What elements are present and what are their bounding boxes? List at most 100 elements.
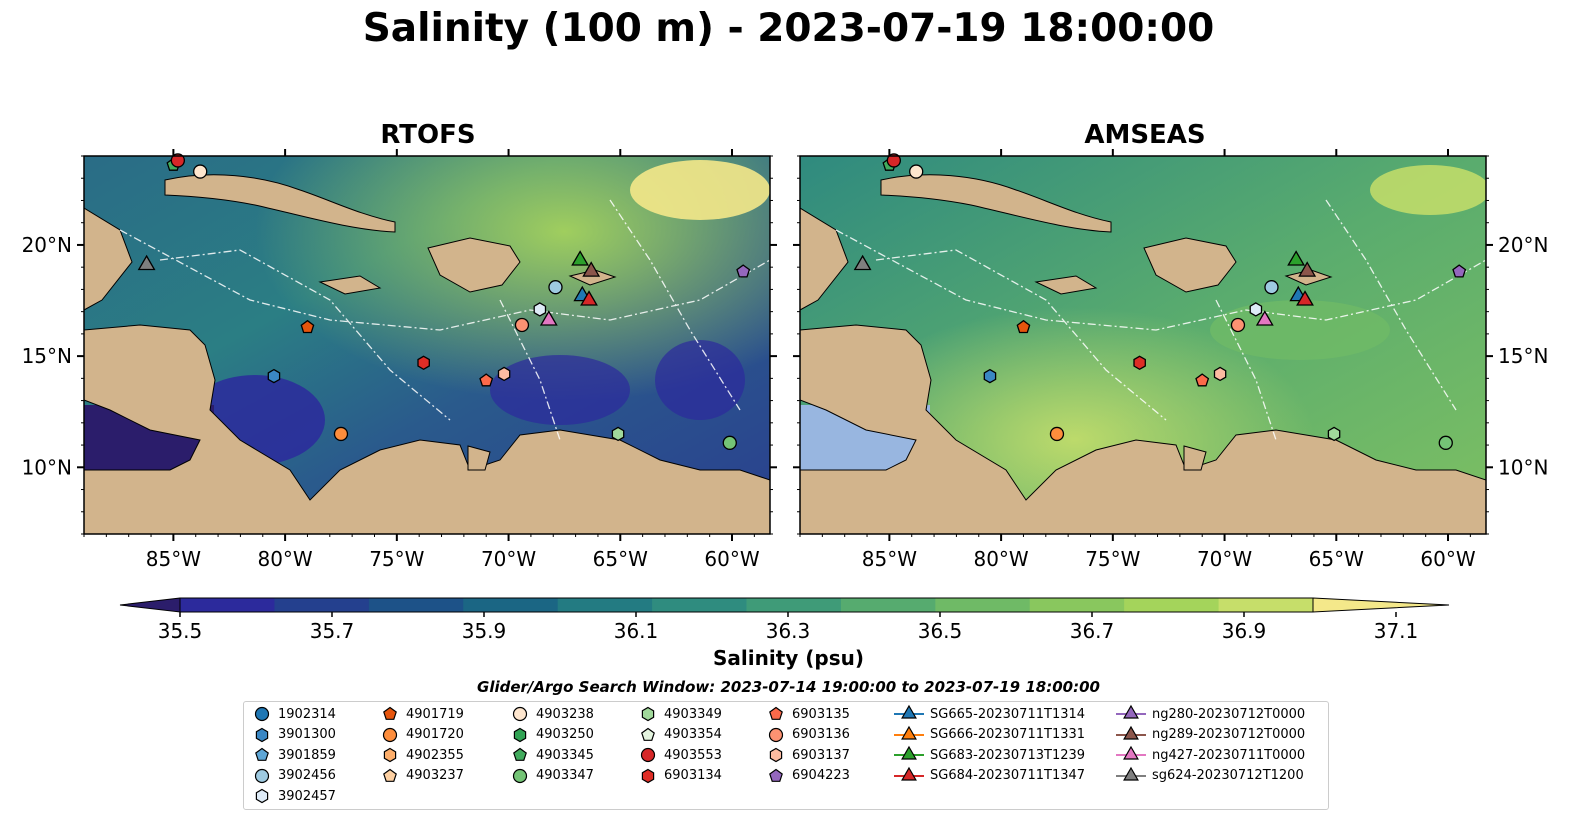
land-group	[84, 174, 770, 534]
obs-marker-SG684-20230711T1347-rtofs	[580, 290, 598, 306]
obs-marker-6903137-rtofs	[497, 366, 511, 382]
hexagon-marker-icon	[513, 727, 527, 742]
circle-marker-icon	[382, 727, 398, 742]
legend-label: 4903250	[536, 727, 594, 742]
pentagon-marker-icon	[383, 706, 397, 720]
colorbar-tick-label: 36.9	[1222, 619, 1267, 643]
legend-label: 6903135	[792, 706, 850, 722]
legend-item: ng427-20230711T0000	[1116, 745, 1305, 765]
circle-marker-icon	[254, 706, 270, 722]
colorbar-tick-label: 36.5	[918, 619, 963, 643]
lon-tick-label: 80°W	[973, 547, 1028, 571]
legend-label: 4903345	[536, 747, 594, 763]
triangle-marker-icon	[1116, 704, 1146, 719]
colorbar-tick-label: 37.1	[1374, 619, 1419, 643]
lon-tick-label: 70°W	[1197, 547, 1252, 571]
legend-label: ng427-20230711T0000	[1152, 747, 1306, 763]
obs-marker-6903134-rtofs	[417, 355, 430, 371]
legend-label: 6903137	[792, 747, 850, 763]
colorbar-tick-label: 36.1	[614, 619, 659, 643]
legend-item: sg624-20230712T1200	[1116, 766, 1304, 786]
lon-tick-label: 75°W	[369, 547, 424, 571]
legend-item: SG684-20230711T1347	[894, 766, 1085, 786]
legend-label: SG683-20230713T1239	[930, 747, 1086, 763]
legend-label: SG666-20230711T1331	[930, 727, 1086, 742]
legend-item: ng289-20230712T0000	[1116, 725, 1305, 745]
triangle-marker-icon	[894, 766, 924, 781]
obs-marker-3901300-amseas	[983, 368, 997, 384]
legend-item: SG683-20230713T1239	[894, 745, 1085, 765]
colorbar-tick-label: 35.5	[158, 619, 203, 643]
lon-tick-label: 65°W	[1309, 547, 1364, 571]
lat-tick-label-left: 20°N	[22, 233, 72, 257]
lat-tick-label-right: 20°N	[1498, 233, 1548, 257]
legend-item: 4903349	[638, 704, 722, 724]
pentagon-marker-icon	[513, 747, 527, 761]
obs-marker-6903135-rtofs	[479, 373, 494, 387]
obs-marker-4903553-amseas	[886, 153, 902, 168]
hexagon-marker-icon	[383, 747, 397, 763]
legend-item: 4903345	[510, 745, 594, 765]
legend-item: 1902314	[252, 704, 336, 724]
search-window-text: Glider/Argo Search Window: 2023-07-14 19…	[477, 678, 1100, 696]
lat-tick-label-left: 10°N	[22, 455, 72, 479]
obs-marker-3902456-rtofs	[548, 280, 563, 295]
circle-marker-icon	[640, 747, 656, 763]
obs-marker-6903136-amseas	[1230, 317, 1246, 333]
pentagon-marker-icon	[769, 768, 783, 782]
obs-marker-3902456-amseas	[1264, 280, 1279, 295]
legend-label: 4903354	[664, 727, 722, 742]
lon-tick-label: 85°W	[862, 547, 917, 571]
obs-marker-6903135-amseas	[1195, 373, 1210, 387]
legend-label: SG665-20230711T1314	[930, 706, 1086, 722]
obs-marker-6904223-rtofs	[736, 264, 751, 278]
legend-label: 4903347	[536, 768, 594, 783]
obs-marker-sg624-20230712T1200-amseas	[853, 254, 872, 271]
legend-item: 4903250	[510, 725, 594, 745]
obs-marker-4903349-amseas	[1327, 426, 1341, 442]
legend-label: ng289-20230712T0000	[1152, 727, 1306, 742]
pentagon-marker-icon	[255, 747, 269, 761]
lon-tick-label: 65°W	[593, 547, 648, 571]
obs-marker-sg624-20230712T1200-rtofs	[137, 254, 156, 271]
legend-item: 4901720	[380, 725, 464, 745]
pentagon-marker-icon	[641, 727, 655, 741]
legend-label: 6904223	[792, 768, 850, 783]
legend-label: 3902456	[278, 768, 336, 783]
colorbar-tick-label: 35.7	[310, 619, 355, 643]
obs-marker-6903137-amseas	[1213, 366, 1227, 382]
legend-label: 6903136	[792, 727, 850, 742]
obs-marker-4901719-rtofs	[300, 319, 315, 334]
legend-item: ng280-20230712T0000	[1116, 704, 1305, 724]
circle-marker-icon	[768, 727, 784, 742]
triangle-marker-icon	[1116, 766, 1146, 781]
hexagon-marker-icon	[641, 706, 655, 722]
legend-item: 6903136	[766, 725, 850, 745]
legend-item: 6903137	[766, 745, 850, 765]
amseas-map	[800, 156, 1486, 534]
colorbar-tick-label: 35.9	[462, 619, 507, 643]
legend-label: 4903349	[664, 706, 722, 722]
circle-marker-icon	[512, 706, 528, 722]
triangle-marker-icon	[894, 745, 924, 760]
legend-label: 4901719	[406, 706, 464, 722]
legend-label: sg624-20230712T1200	[1152, 768, 1304, 783]
lon-tick-label: 60°W	[1420, 547, 1475, 571]
legend-item: 4901719	[380, 704, 464, 724]
legend-label: 1902314	[278, 706, 336, 722]
legend-label: 4901720	[406, 727, 464, 742]
legend-item: 3901300	[252, 725, 336, 745]
colorbar-tick-label: 36.3	[766, 619, 811, 643]
obs-marker-3902457-rtofs	[533, 302, 547, 317]
amseas-frame	[799, 155, 1487, 535]
obs-marker-6904223-amseas	[1452, 264, 1467, 278]
lat-tick-label-right: 10°N	[1498, 455, 1548, 479]
lon-tick-label: 60°W	[704, 547, 759, 571]
triangle-marker-icon	[1116, 745, 1146, 760]
obs-marker-3902457-amseas	[1249, 302, 1263, 317]
legend-label: ng280-20230712T0000	[1152, 706, 1306, 722]
lon-tick-label: 70°W	[481, 547, 536, 571]
obs-marker-4903347-amseas	[1438, 435, 1453, 450]
obs-marker-ng289-20230712T0000-rtofs	[582, 261, 601, 277]
